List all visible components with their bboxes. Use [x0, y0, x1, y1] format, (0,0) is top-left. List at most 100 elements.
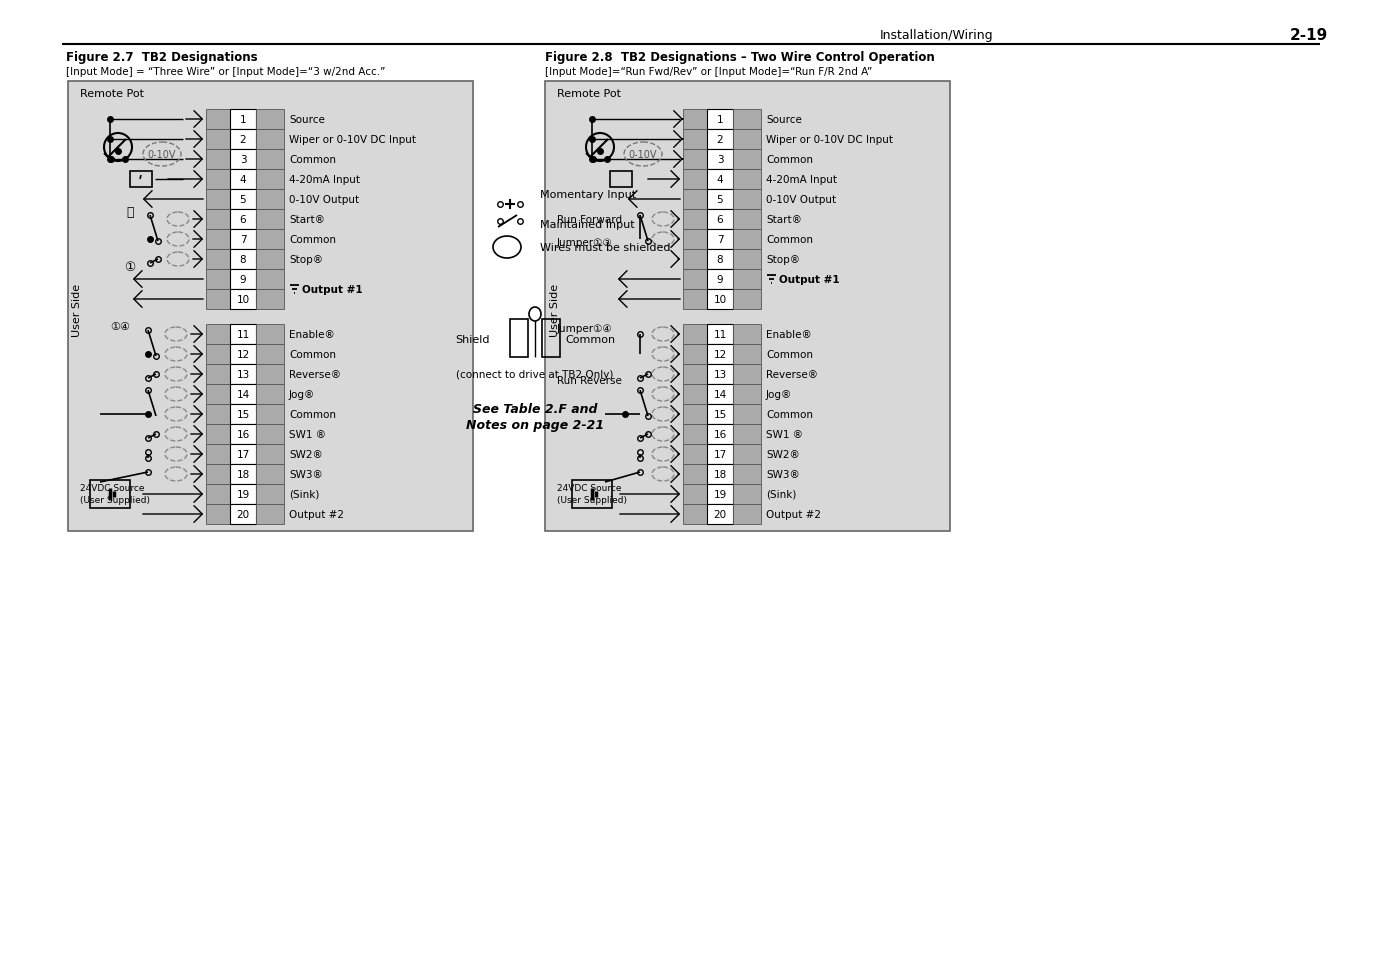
Text: SW1 ®: SW1 ® [289, 430, 326, 439]
Bar [256, 385, 283, 405]
Text: Common: Common [289, 410, 336, 419]
Text: Output #2: Output #2 [289, 510, 344, 519]
Text: 17: 17 [713, 450, 727, 459]
Text: 20: 20 [713, 510, 727, 519]
Bar [229, 150, 256, 170]
Bar [206, 325, 229, 345]
Text: 0-10V Output: 0-10V Output [766, 194, 836, 205]
Text: SW2®: SW2® [766, 450, 800, 459]
Text: Remote Pot: Remote Pot [80, 89, 144, 99]
Text: (Sink): (Sink) [289, 490, 319, 499]
Text: Reverse®: Reverse® [289, 370, 341, 379]
Bar [206, 210, 229, 230]
Bar [732, 464, 761, 484]
Text: 4-20mA Input: 4-20mA Input [289, 174, 359, 185]
Bar [229, 170, 256, 190]
Bar [708, 484, 732, 504]
Bar [732, 444, 761, 464]
Text: Remote Pot: Remote Pot [557, 89, 621, 99]
Text: Output #1: Output #1 [779, 274, 840, 285]
Bar [708, 405, 732, 424]
Bar [683, 290, 708, 310]
Text: Start®: Start® [289, 214, 325, 225]
Bar [206, 464, 229, 484]
Bar [683, 270, 708, 290]
Text: 24VDC Source: 24VDC Source [557, 484, 622, 493]
Bar [683, 424, 708, 444]
Bar [206, 365, 229, 385]
Text: 0-10V Output: 0-10V Output [289, 194, 359, 205]
Text: Common: Common [289, 350, 336, 359]
Text: 2-19: 2-19 [1289, 28, 1328, 43]
Text: [Input Mode]=“Run Fwd/Rev” or [Input Mode]=“Run F/R 2nd A”: [Input Mode]=“Run Fwd/Rev” or [Input Mod… [545, 67, 872, 77]
Bar [708, 270, 732, 290]
Bar [229, 110, 256, 130]
Bar [708, 365, 732, 385]
Bar [732, 150, 761, 170]
Text: Shield: Shield [456, 335, 491, 345]
Text: Source: Source [289, 115, 325, 125]
Text: ①: ① [124, 261, 135, 274]
Bar [609, 172, 632, 188]
Bar [206, 230, 229, 250]
Bar [683, 325, 708, 345]
Text: See Table 2.F and: See Table 2.F and [473, 403, 597, 416]
Text: Common: Common [289, 234, 336, 245]
Text: Wires must be shielded: Wires must be shielded [540, 243, 670, 253]
Bar [683, 190, 708, 210]
Bar [732, 325, 761, 345]
Bar [732, 230, 761, 250]
Bar [683, 230, 708, 250]
Text: 20: 20 [236, 510, 250, 519]
Text: Figure 2.8  TB2 Designations – Two Wire Control Operation: Figure 2.8 TB2 Designations – Two Wire C… [545, 51, 934, 65]
Bar [683, 464, 708, 484]
Bar [206, 484, 229, 504]
Text: Wiper or 0-10V DC Input: Wiper or 0-10V DC Input [289, 135, 416, 145]
Bar [206, 504, 229, 524]
Bar [708, 325, 732, 345]
Bar [229, 484, 256, 504]
Bar [708, 424, 732, 444]
Text: 2: 2 [239, 135, 246, 145]
Bar [732, 270, 761, 290]
Text: 6: 6 [717, 214, 723, 225]
Text: Wiper or 0-10V DC Input: Wiper or 0-10V DC Input [766, 135, 893, 145]
Text: 11: 11 [236, 330, 250, 339]
Text: Common: Common [766, 234, 813, 245]
Bar [229, 325, 256, 345]
Bar [206, 190, 229, 210]
Bar [256, 365, 283, 385]
Text: (User Supplied): (User Supplied) [80, 496, 151, 505]
Text: 19: 19 [236, 490, 250, 499]
Text: Output #1: Output #1 [303, 285, 362, 294]
Bar [206, 405, 229, 424]
Text: 9: 9 [239, 274, 246, 285]
Text: Common: Common [766, 410, 813, 419]
Text: Enable®: Enable® [766, 330, 811, 339]
Bar [256, 290, 283, 310]
Text: SW2®: SW2® [289, 450, 323, 459]
Text: 8: 8 [239, 254, 246, 265]
Bar [206, 250, 229, 270]
Bar [206, 444, 229, 464]
Bar [732, 504, 761, 524]
Bar [708, 230, 732, 250]
Bar [229, 230, 256, 250]
Text: Jumper①③: Jumper①③ [557, 237, 612, 248]
Text: 19: 19 [713, 490, 727, 499]
Bar [206, 150, 229, 170]
Text: [Input Mode] = “Three Wire” or [Input Mode]=“3 w/2nd Acc.”: [Input Mode] = “Three Wire” or [Input Mo… [66, 67, 386, 77]
Bar [256, 444, 283, 464]
Bar [732, 405, 761, 424]
Bar [206, 130, 229, 150]
Text: 24VDC Source: 24VDC Source [80, 484, 145, 493]
Bar [708, 150, 732, 170]
Text: 10: 10 [713, 294, 727, 305]
Text: Start®: Start® [766, 214, 802, 225]
Bar [256, 250, 283, 270]
Text: 4-20mA Input: 4-20mA Input [766, 174, 837, 185]
Bar [683, 444, 708, 464]
Text: Stop®: Stop® [289, 254, 323, 265]
Bar [256, 484, 283, 504]
Text: 16: 16 [236, 430, 250, 439]
